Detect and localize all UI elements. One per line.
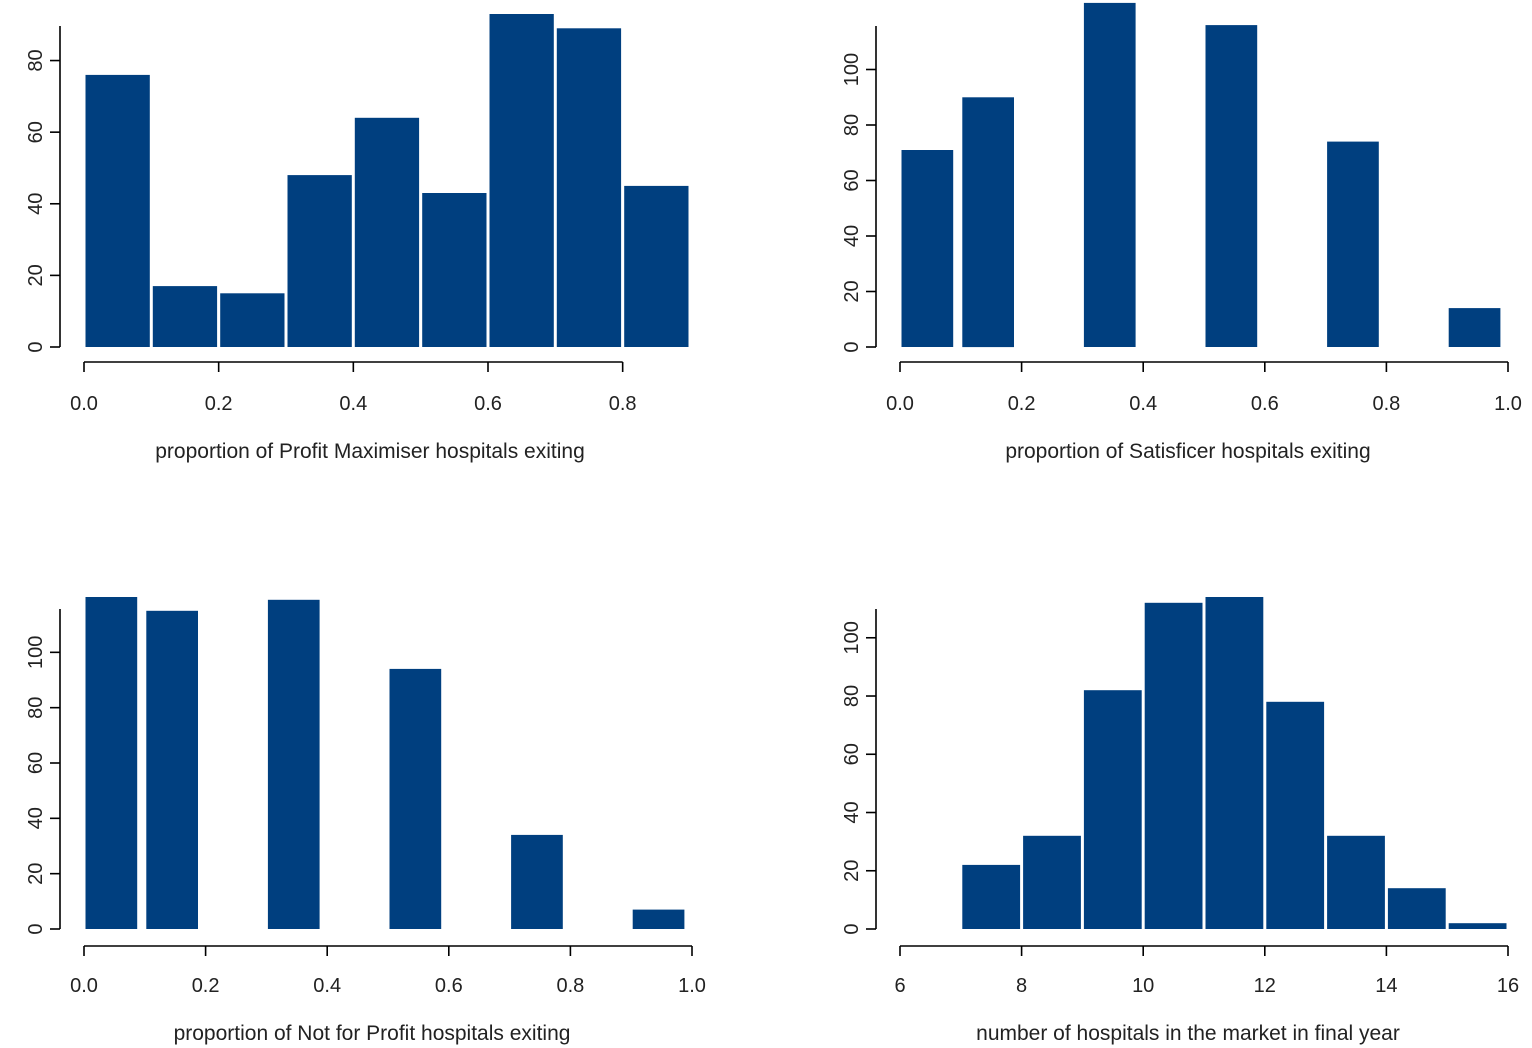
histogram-bar: [1205, 597, 1264, 929]
y-tick-label: 80: [841, 685, 863, 707]
y-tick-label: 40: [25, 193, 47, 215]
x-tick-label: 1.0: [678, 975, 706, 997]
histogram-bar: [152, 286, 218, 347]
histogram-bars: [85, 14, 689, 348]
histogram-bar: [1083, 690, 1142, 929]
x-tick-label: 0.0: [886, 393, 914, 415]
panel-profit-maximiser: 0.0 0.2 0.4 0.6 0.8 0 20 40 60 80 proportion of P…: [25, 14, 689, 463]
y-tick-label: 80: [25, 49, 47, 71]
histogram-bar: [1448, 308, 1501, 347]
axes: 0.0 0.2 0.4 0.6 0.8 1.0 0 20 40 60 80 100: [841, 26, 1522, 415]
histogram-bar: [624, 185, 689, 347]
y-tick-label: 20: [25, 264, 47, 286]
y-tick-label: 100: [25, 636, 47, 669]
y-tick-label: 60: [25, 121, 47, 143]
x-tick-label: 0.6: [474, 393, 502, 415]
panel-satisficer: 0.0 0.2 0.4 0.6 0.8 1.0 0 20 40 60 80 100 proportio…: [841, 2, 1522, 463]
histogram-bar: [962, 97, 1014, 348]
y-tick-label: 0: [25, 923, 47, 934]
x-tick-label: 0.8: [609, 393, 637, 415]
histogram-bar: [511, 834, 563, 929]
x-tick-label: 0.0: [70, 393, 98, 415]
histogram-bar: [962, 864, 1021, 929]
x-tick-label: 0.2: [205, 393, 233, 415]
x-tick-label: 0.0: [70, 975, 98, 997]
histogram-bar: [632, 909, 685, 929]
y-tick-label: 40: [25, 807, 47, 829]
x-axis-label: proportion of Profit Maximiser hospitals…: [155, 440, 585, 463]
x-tick-label: 0.4: [313, 975, 341, 997]
x-tick-label: 10: [1132, 975, 1154, 997]
histogram-bars: [962, 597, 1507, 929]
x-tick-label: 12: [1254, 975, 1276, 997]
x-tick-label: 0.2: [1008, 393, 1036, 415]
histogram-bar: [354, 117, 420, 347]
x-tick-label: 1.0: [1494, 393, 1522, 415]
x-tick-label: 0.4: [1129, 393, 1157, 415]
x-tick-label: 16: [1497, 975, 1519, 997]
y-tick-label: 80: [841, 114, 863, 136]
histogram-bar: [1205, 25, 1258, 347]
y-tick-label: 20: [841, 860, 863, 882]
y-tick-label: 0: [25, 341, 47, 352]
y-tick-label: 80: [25, 697, 47, 719]
histogram-bar: [1083, 2, 1136, 348]
x-tick-label: 6: [894, 975, 905, 997]
y-tick-label: 20: [25, 863, 47, 885]
x-tick-label: 14: [1375, 975, 1397, 997]
x-axis-label: proportion of Satisficer hospitals exiti…: [1005, 440, 1370, 463]
axes: 0.0 0.2 0.4 0.6 0.8 0 20 40 60 80: [25, 26, 637, 415]
y-tick-label: 40: [841, 801, 863, 823]
panel-hospitals-final-year: 6 8 10 12 14 16 0 20 40 60 80 100 number of hospita…: [841, 597, 1519, 1045]
x-axis-label: number of hospitals in the market in fin…: [976, 1022, 1400, 1045]
histogram-bar: [1387, 888, 1446, 929]
histogram-bar: [1327, 141, 1379, 347]
y-tick-label: 60: [841, 743, 863, 765]
histogram-bar: [556, 28, 622, 348]
histogram-bar: [1144, 602, 1203, 929]
x-tick-label: 0.6: [435, 975, 463, 997]
histogram-bar: [287, 175, 352, 347]
histogram-bar: [901, 150, 954, 347]
histogram-bar: [1327, 835, 1385, 929]
histogram-bar: [422, 193, 487, 347]
y-tick-label: 20: [841, 280, 863, 302]
y-tick-label: 0: [841, 341, 863, 352]
histogram-bar: [1448, 923, 1507, 929]
y-tick-label: 60: [25, 752, 47, 774]
histogram-bar: [146, 610, 198, 929]
histogram-bar: [1266, 701, 1325, 929]
histogram-bar: [220, 293, 285, 347]
panel-not-for-profit: 0.0 0.2 0.4 0.6 0.8 1.0 0 20 40 60 80 100 proportio…: [25, 597, 706, 1045]
axes: 0.0 0.2 0.4 0.6 0.8 1.0 0 20 40 60 80 100: [25, 609, 706, 997]
histogram-bar: [1023, 835, 1081, 929]
histogram-bar: [267, 599, 320, 929]
histogram-bar: [489, 14, 554, 347]
x-tick-label: 0.2: [192, 975, 220, 997]
x-tick-label: 0.8: [556, 975, 584, 997]
x-tick-label: 0.6: [1251, 393, 1279, 415]
histogram-bar: [389, 668, 442, 929]
histogram-bar: [85, 74, 150, 348]
y-tick-label: 0: [841, 923, 863, 934]
histogram-bar: [85, 597, 138, 929]
y-tick-label: 100: [841, 53, 863, 86]
x-tick-label: 8: [1016, 975, 1027, 997]
y-tick-label: 60: [841, 169, 863, 191]
axes: 6 8 10 12 14 16 0 20 40 60 80 100: [841, 609, 1519, 997]
y-tick-label: 40: [841, 225, 863, 247]
histogram-bars: [901, 2, 1501, 348]
y-tick-label: 100: [841, 621, 863, 654]
x-tick-label: 0.4: [339, 393, 367, 415]
x-axis-label: proportion of Not for Profit hospitals e…: [174, 1022, 571, 1045]
histogram-bars: [85, 597, 685, 929]
x-tick-label: 0.8: [1372, 393, 1400, 415]
